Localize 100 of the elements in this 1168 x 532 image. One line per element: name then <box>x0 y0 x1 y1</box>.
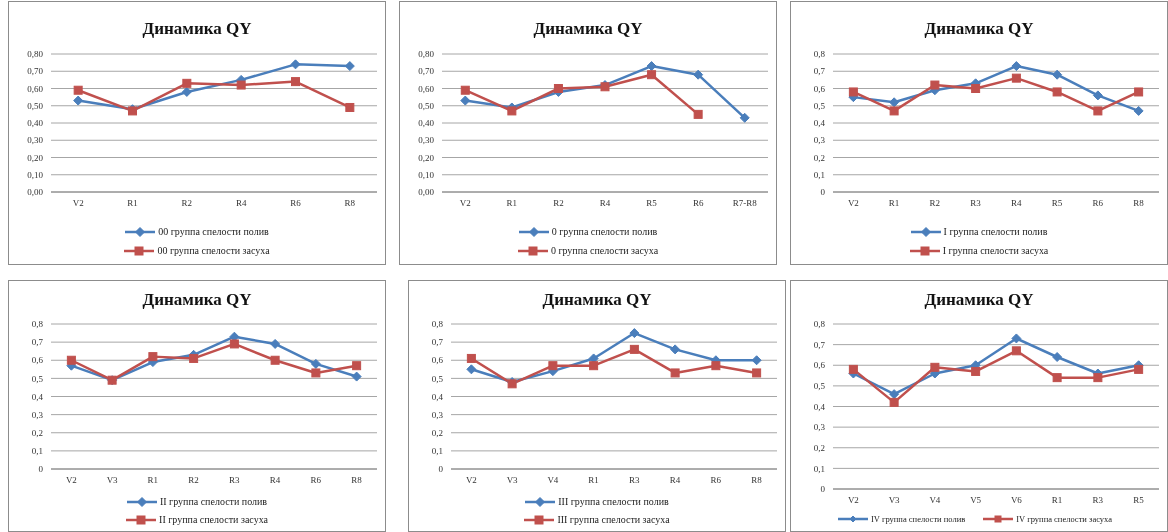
y-tick-label: 0,6 <box>31 355 44 366</box>
y-tick-label: 0,00 <box>418 187 435 198</box>
x-tick-label: R3 <box>970 198 982 209</box>
x-tick-label: R4 <box>599 198 611 209</box>
point <box>889 106 899 116</box>
y-tick-label: 0 <box>820 484 826 495</box>
x-tick-label: R1 <box>506 198 518 209</box>
y-tick-label: 0,2 <box>813 442 825 453</box>
x-tick-label: V2 <box>847 198 859 209</box>
y-tick-label: 0,80 <box>418 49 435 60</box>
point <box>1052 352 1063 362</box>
x-tick-label: V4 <box>929 495 941 506</box>
x-tick-label: R2 <box>181 198 193 209</box>
x-tick-label: R8 <box>751 475 763 486</box>
x-tick-label: R4 <box>269 475 281 486</box>
x-tick-label: V6 <box>1010 495 1023 506</box>
point <box>310 358 321 369</box>
x-tick-label: R8 <box>344 198 356 209</box>
y-tick-label: 0,8 <box>813 319 826 330</box>
point <box>548 361 558 371</box>
point <box>290 59 301 70</box>
y-tick-label: 0,50 <box>418 100 435 111</box>
legend-label: III группа спелости полив <box>558 495 669 509</box>
y-tick-label: 0,3 <box>31 409 44 420</box>
point <box>711 361 721 371</box>
x-tick-label: V2 <box>65 475 77 486</box>
y-tick-label: 0,7 <box>813 339 826 350</box>
y-tick-label: 0,8 <box>431 319 444 330</box>
y-tick-label: 0,5 <box>31 373 44 384</box>
point <box>1134 87 1144 97</box>
x-tick-label: R2 <box>553 198 564 209</box>
x-tick-label: R3 <box>1092 495 1104 506</box>
y-tick-label: 0,3 <box>813 135 826 146</box>
x-tick-label: R6 <box>692 198 704 209</box>
point <box>1052 87 1062 97</box>
point <box>460 95 471 106</box>
y-tick-label: 0,60 <box>27 83 44 94</box>
x-tick-label: R8 <box>351 475 363 486</box>
x-tick-label: V3 <box>506 475 519 486</box>
y-tick-label: 0,8 <box>813 49 826 60</box>
legend-label: 0 группа спелости засуха <box>550 244 659 258</box>
y-tick-label: 0,20 <box>418 152 435 163</box>
point <box>311 368 321 378</box>
y-tick-label: 0 <box>438 464 444 475</box>
y-tick-label: 0 <box>38 464 44 475</box>
y-tick-label: 0,5 <box>813 100 826 111</box>
point <box>1092 90 1103 101</box>
y-tick-label: 0,1 <box>31 446 43 457</box>
point <box>351 371 362 382</box>
point <box>460 85 470 95</box>
legend-label: 00 группа спелости полив <box>158 225 269 239</box>
point <box>1052 69 1063 80</box>
y-tick-label: 0,00 <box>27 187 44 198</box>
point <box>589 361 599 371</box>
chart-title: Динамика QY <box>923 289 1035 311</box>
y-tick-label: 0,4 <box>431 391 444 402</box>
y-tick-label: 0,4 <box>813 401 826 412</box>
point <box>693 109 703 119</box>
x-tick-label: R1 <box>588 475 599 486</box>
point <box>752 368 762 378</box>
y-tick-label: 0,40 <box>418 118 435 129</box>
point <box>1133 105 1144 116</box>
point <box>751 355 762 366</box>
point <box>971 84 981 93</box>
y-tick-label: 0,7 <box>813 66 826 77</box>
point <box>1093 106 1103 116</box>
x-tick-label: R6 <box>1092 198 1104 209</box>
x-tick-label: R1 <box>888 198 900 209</box>
point <box>848 87 858 97</box>
y-tick-label: 0,80 <box>27 49 44 60</box>
y-tick-label: 0,2 <box>431 427 443 438</box>
y-tick-label: 0,70 <box>27 66 44 77</box>
y-tick-label: 0,10 <box>27 169 44 180</box>
legend-label: 0 группа спелости полив <box>551 225 658 239</box>
y-tick-label: 0,70 <box>418 66 435 77</box>
x-tick-label: V2 <box>72 198 84 209</box>
x-tick-label: R1 <box>1051 495 1063 506</box>
point <box>739 112 750 123</box>
x-tick-label: V5 <box>970 495 982 506</box>
legend-label: IV группа спелости полив <box>871 513 966 526</box>
x-tick-label: R4 <box>235 198 247 209</box>
chart-title: Динамика QY <box>923 18 1035 40</box>
y-tick-label: 0,4 <box>813 118 826 129</box>
point <box>889 97 900 108</box>
x-tick-label: R6 <box>310 475 322 486</box>
point <box>1011 73 1021 83</box>
y-tick-label: 0,1 <box>813 169 825 180</box>
y-tick-label: 0,6 <box>431 355 444 366</box>
x-tick-label: R2 <box>929 198 941 209</box>
point <box>1011 346 1021 356</box>
x-tick-label: R7-R8 <box>732 198 758 209</box>
point <box>181 86 192 97</box>
chart-title: Динамика QY <box>141 289 253 311</box>
x-tick-label: R5 <box>646 198 658 209</box>
x-tick-label: V3 <box>888 495 901 506</box>
point <box>66 355 76 365</box>
chart-title: Динамика QY <box>141 18 253 40</box>
chart-title: Динамика QY <box>532 18 644 40</box>
y-tick-label: 0,3 <box>813 422 826 433</box>
point <box>352 361 362 371</box>
